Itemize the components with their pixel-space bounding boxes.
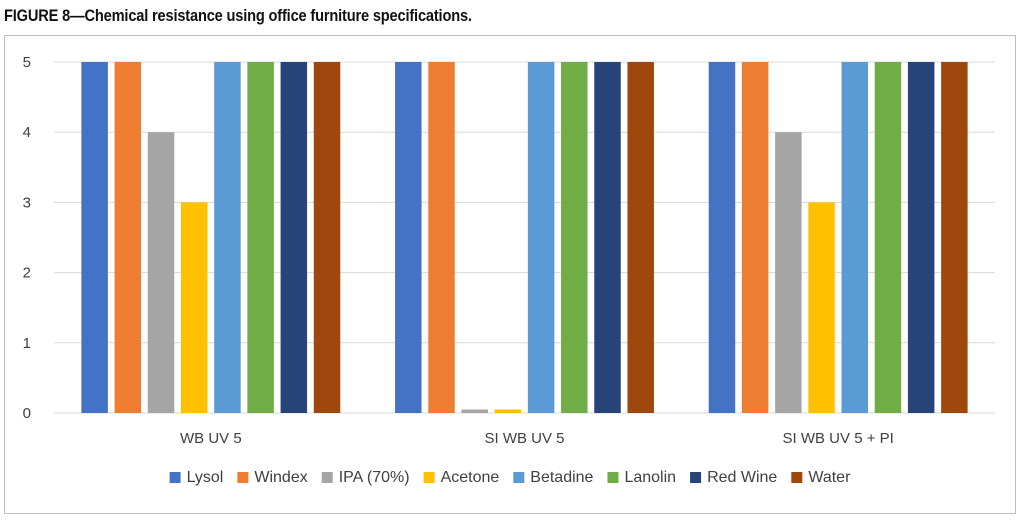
legend-swatch-windex	[237, 472, 249, 483]
legend-swatch-water	[791, 472, 803, 483]
legend-swatch-ipa-70	[321, 472, 333, 483]
legend-swatch-lysol	[169, 472, 181, 483]
bar-red-wine	[907, 62, 935, 413]
bar-betadine	[527, 62, 555, 413]
legend-swatch-lanolin	[607, 472, 619, 483]
bar-water	[313, 62, 341, 413]
legend-label-windex: Windex	[254, 469, 307, 486]
bar-lanolin	[874, 62, 902, 413]
bar-red-wine	[594, 62, 621, 413]
bar-lysol	[395, 62, 422, 413]
bar-lanolin	[561, 62, 588, 413]
x-axis-labels: WB UV 5 SI WB UV 5 SI WB UV 5 + PI	[180, 430, 894, 447]
legend-swatch-betadine	[513, 472, 525, 483]
legend: Lysol Windex IPA (70%) Acetone Betadine Lanol…	[169, 469, 851, 486]
bar-windex	[114, 62, 142, 413]
legend-label-lysol: Lysol	[187, 469, 224, 486]
legend-label-water: Water	[808, 469, 851, 486]
x-tick-label: SI WB UV 5	[484, 430, 564, 447]
legend-label-ipa-70: IPA (70%)	[339, 469, 410, 486]
gridlines	[54, 61, 995, 414]
legend-swatch-acetone	[423, 472, 435, 483]
bar-acetone	[494, 409, 522, 413]
legend-label-lanolin: Lanolin	[624, 469, 676, 486]
bar-lysol	[708, 62, 736, 413]
bar-ipa-70	[147, 132, 175, 413]
legend-label-betadine: Betadine	[530, 469, 593, 486]
bar-water	[941, 62, 968, 413]
y-tick-label: 5	[23, 54, 31, 71]
bar-lysol	[81, 62, 108, 413]
legend-label-red-wine: Red Wine	[707, 469, 777, 486]
y-tick-label: 0	[23, 405, 31, 422]
x-tick-label: SI WB UV 5 + PI	[783, 430, 894, 447]
bar-betadine	[214, 62, 241, 413]
legend-swatch-red-wine	[690, 472, 702, 483]
bar-windex	[428, 62, 455, 413]
bars	[81, 62, 968, 413]
bar-lanolin	[247, 62, 274, 413]
bar-ipa-70	[775, 132, 802, 413]
y-axis-labels: 0 1 2 3 4 5	[23, 54, 31, 422]
x-tick-label: WB UV 5	[180, 430, 242, 447]
bar-red-wine	[280, 62, 308, 413]
y-tick-label: 1	[23, 335, 31, 352]
bar-betadine	[841, 62, 869, 413]
legend-label-acetone: Acetone	[441, 469, 500, 486]
bar-acetone	[180, 202, 208, 413]
bar-windex	[741, 62, 769, 413]
y-tick-label: 3	[23, 194, 31, 211]
figure-title: FIGURE 8—Chemical resistance using offic…	[4, 6, 472, 25]
bar-acetone	[808, 202, 835, 413]
bar-ipa-70	[461, 409, 488, 413]
bar-water	[627, 62, 654, 413]
y-tick-label: 4	[23, 124, 31, 141]
y-tick-label: 2	[23, 265, 31, 282]
